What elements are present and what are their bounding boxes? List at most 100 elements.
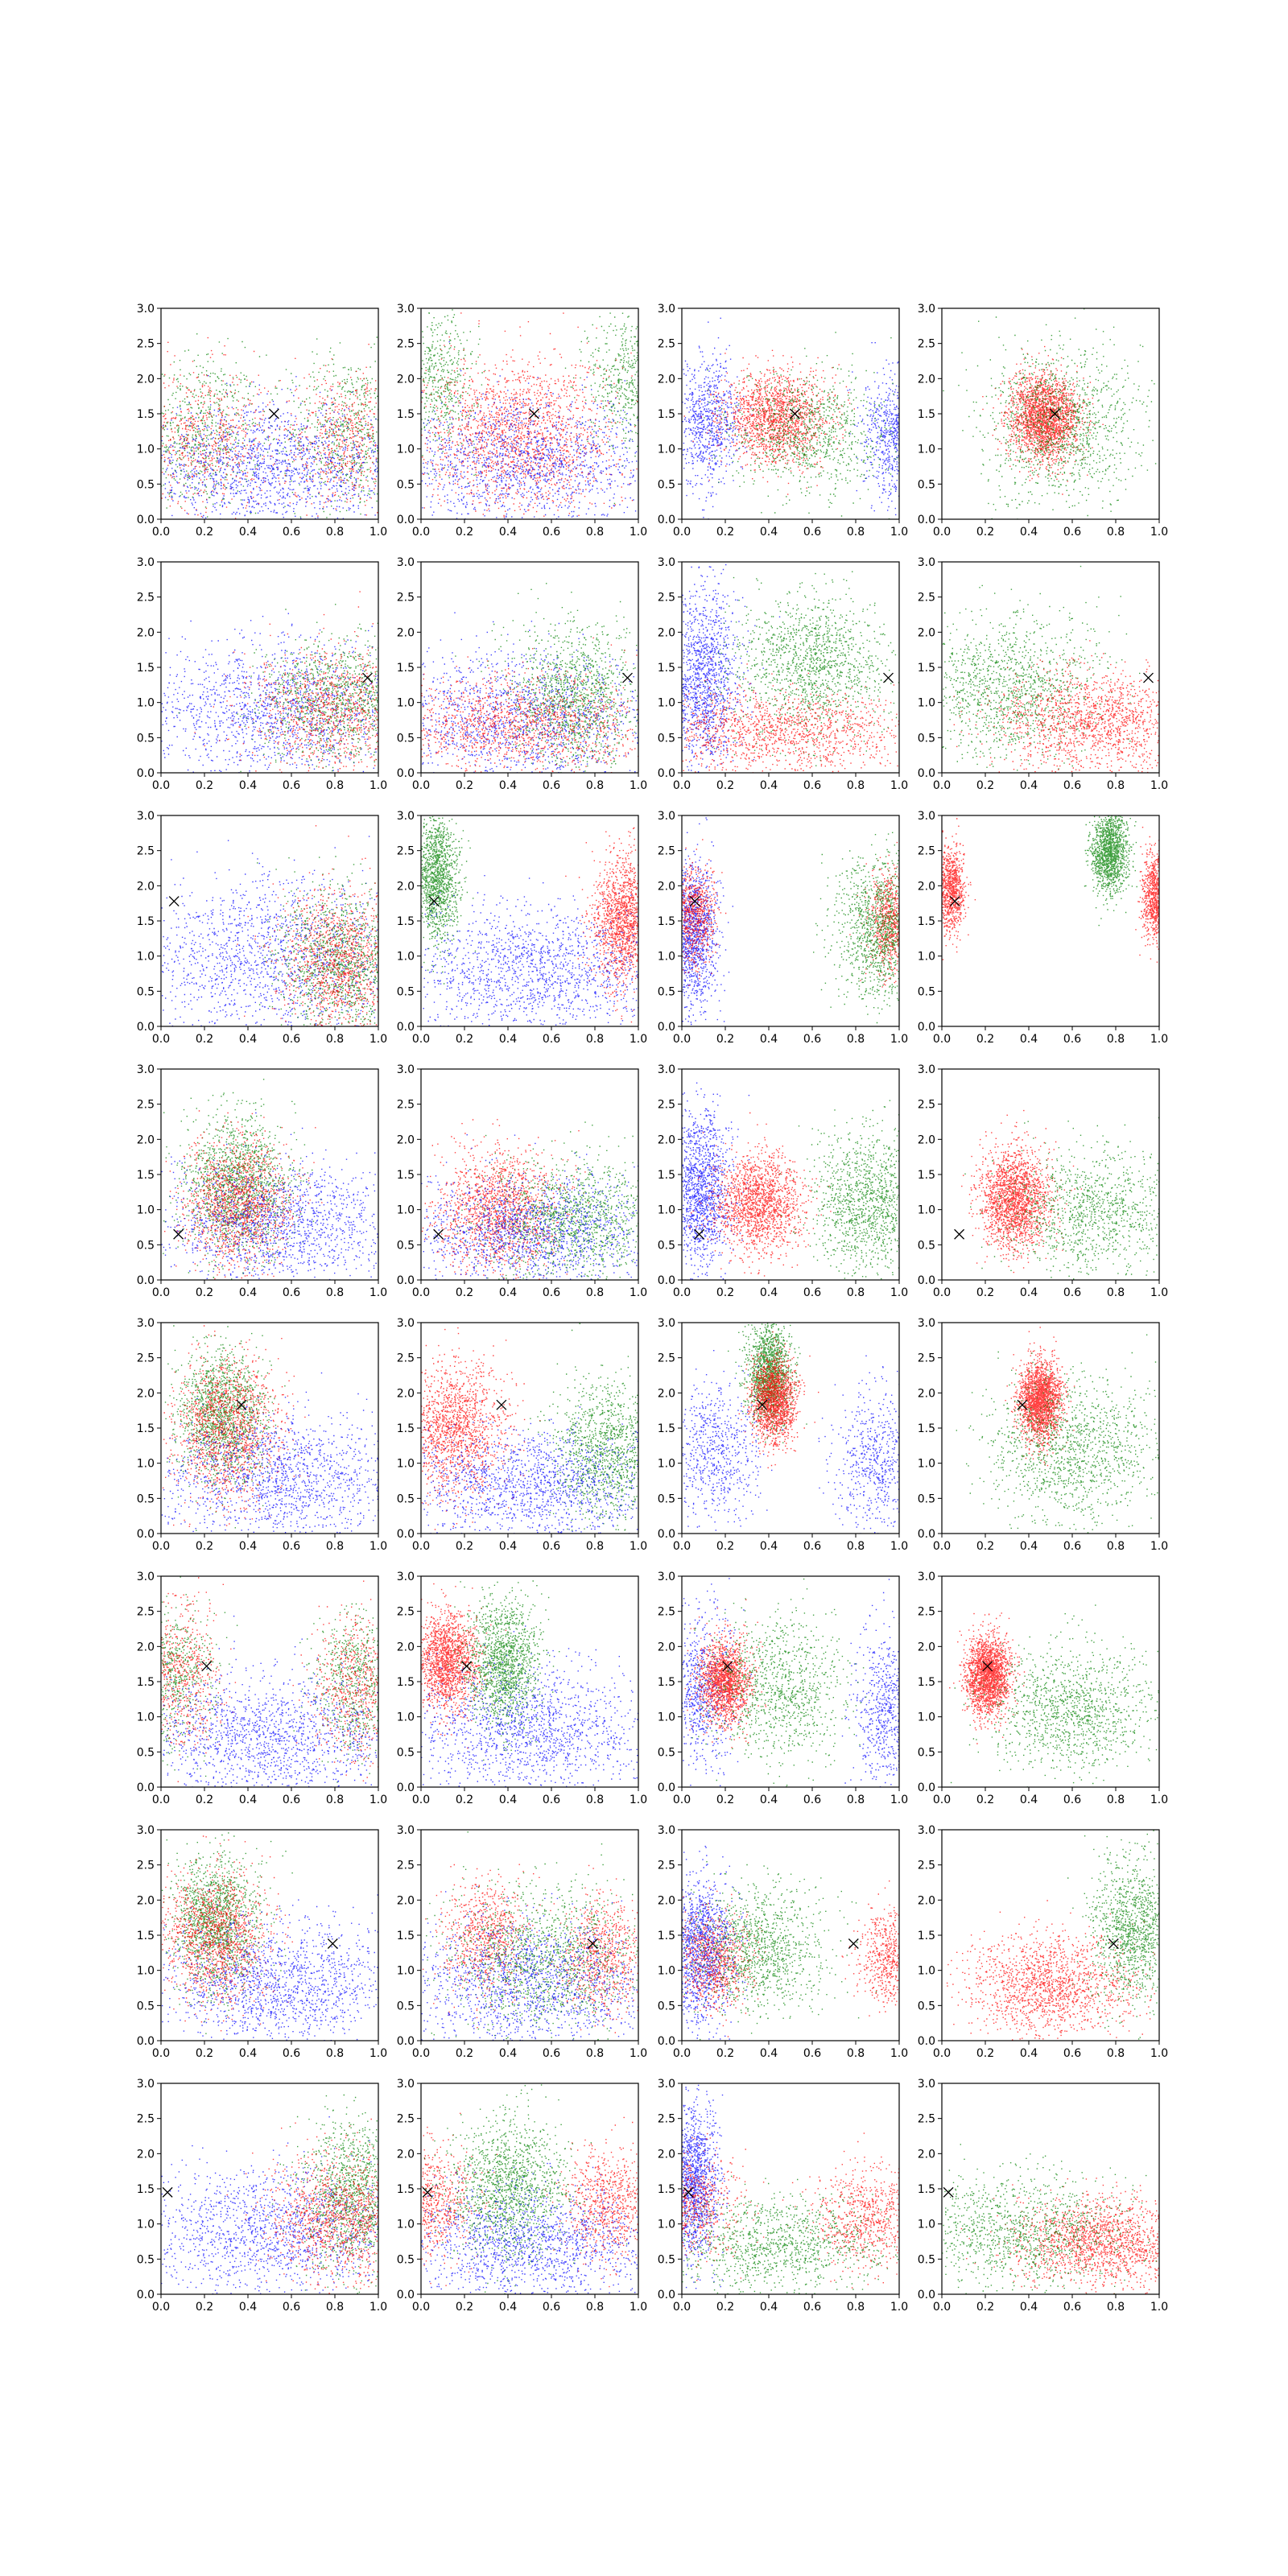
- scatter-points-green: [956, 1335, 1159, 1534]
- x-tick-label: 0.4: [499, 1794, 517, 1806]
- x-tick-label: 0.0: [152, 1540, 170, 1553]
- y-tick-label: 2.5: [137, 592, 155, 605]
- x-tick-label: 0.6: [543, 526, 560, 539]
- y-tick-label: 2.5: [658, 845, 675, 858]
- y-tick-label: 1.5: [658, 2183, 675, 2196]
- x-tick-label: 1.0: [369, 2047, 387, 2060]
- y-tick-label: 0.0: [918, 1274, 935, 1287]
- x-tick-label: 0.8: [326, 2047, 344, 2060]
- y-tick-label: 2.0: [137, 626, 155, 639]
- scatter-points-blue: [422, 875, 640, 1027]
- x-marker: [695, 1229, 704, 1239]
- x-tick-label: 0.8: [326, 779, 344, 792]
- x-tick-label: 0.8: [326, 2301, 344, 2314]
- x-tick-label: 0.2: [716, 1033, 734, 1046]
- scatter-points-green: [179, 604, 379, 772]
- y-tick-label: 3.0: [397, 1063, 415, 1076]
- x-tick-label: 0.6: [283, 526, 300, 539]
- scatter-points-green: [813, 832, 900, 1024]
- scatter-points-green: [704, 332, 898, 519]
- y-tick-label: 0.5: [918, 1746, 935, 1759]
- x-tick-label: 1.0: [369, 1540, 387, 1553]
- x-tick-label: 0.0: [673, 779, 691, 792]
- x-tick-label: 0.8: [586, 779, 604, 792]
- x-tick-label: 0.8: [326, 526, 344, 539]
- scatter-points-red: [421, 638, 639, 774]
- y-tick-label: 3.0: [918, 1571, 935, 1583]
- y-tick-label: 3.0: [397, 2078, 415, 2091]
- y-tick-label: 3.0: [918, 1824, 935, 1837]
- x-tick-label: 0.8: [1107, 2047, 1125, 2060]
- x-tick-label: 1.0: [1150, 526, 1168, 539]
- y-tick-label: 0.0: [397, 1781, 415, 1794]
- subplot-r3-c3: 0.0 0.2 0.4 0.6 0.8 1.00.00.51.01.52.02.53.0: [658, 810, 908, 1046]
- x-tick-label: 0.8: [847, 1794, 865, 1806]
- x-tick-label: 0.2: [976, 2301, 994, 2314]
- y-tick-label: 2.0: [397, 880, 415, 893]
- y-tick-label: 2.0: [397, 1894, 415, 1907]
- y-tick-label: 3.0: [918, 303, 935, 316]
- axes-frame: [682, 1830, 899, 2041]
- x-tick-label: 0.6: [543, 1286, 560, 1299]
- x-tick-label: 0.4: [760, 779, 778, 792]
- x-tick-label: 1.0: [890, 1286, 908, 1299]
- y-tick-label: 3.0: [918, 556, 935, 569]
- y-tick-label: 1.0: [397, 951, 415, 964]
- y-tick-label: 2.5: [137, 1352, 155, 1365]
- scatter-points-green: [779, 1100, 900, 1280]
- subplot-r8-c4: 0.0 0.2 0.4 0.6 0.8 1.00.00.51.01.52.02.53.0: [918, 2078, 1168, 2314]
- x-tick-label: 1.0: [1150, 1794, 1168, 1806]
- y-tick-label: 1.0: [137, 1458, 155, 1471]
- axes-frame: [682, 1323, 899, 1534]
- x-tick-label: 0.8: [1107, 1540, 1125, 1553]
- scatter-points-blue: [682, 564, 780, 773]
- axes-frame: [161, 1576, 378, 1787]
- x-tick-label: 1.0: [630, 1286, 647, 1299]
- x-tick-label: 1.0: [369, 526, 387, 539]
- scatter-points-green: [268, 2095, 380, 2295]
- y-tick-label: 1.5: [137, 662, 155, 675]
- y-tick-label: 3.0: [658, 303, 675, 316]
- y-tick-label: 1.5: [397, 2183, 415, 2196]
- x-tick-label: 0.4: [760, 1033, 778, 1046]
- y-tick-label: 1.0: [137, 951, 155, 964]
- x-marker: [623, 673, 633, 683]
- scatter-points-red: [682, 1880, 900, 2037]
- subplot-r3-c4: 0.0 0.2 0.4 0.6 0.8 1.00.00.51.01.52.02.53.0: [918, 810, 1168, 1046]
- x-tick-label: 0.2: [456, 526, 473, 539]
- y-tick-label: 2.5: [137, 845, 155, 858]
- x-tick-label: 0.0: [152, 526, 170, 539]
- y-tick-label: 2.0: [918, 1387, 935, 1400]
- scatter-points-red: [739, 1331, 819, 1468]
- y-tick-label: 2.0: [137, 373, 155, 386]
- y-tick-label: 1.5: [658, 915, 675, 928]
- x-tick-label: 0.0: [933, 1540, 951, 1553]
- scatter-points-blue: [162, 836, 379, 1027]
- x-tick-label: 0.8: [847, 779, 865, 792]
- y-tick-label: 1.0: [137, 1204, 155, 1217]
- y-tick-label: 2.5: [137, 1099, 155, 1112]
- scatter-points-red: [961, 1110, 1082, 1273]
- y-tick-label: 1.0: [658, 1458, 675, 1471]
- x-tick-label: 1.0: [890, 1540, 908, 1553]
- x-marker: [269, 409, 279, 419]
- y-tick-label: 1.0: [397, 1204, 415, 1217]
- subplot-r8-c2: 0.0 0.2 0.4 0.6 0.8 1.00.00.51.01.52.02.53.0: [397, 2078, 647, 2314]
- y-tick-label: 1.5: [137, 2183, 155, 2196]
- x-tick-label: 0.8: [326, 1286, 344, 1299]
- x-tick-label: 0.0: [412, 2301, 430, 2314]
- x-tick-label: 0.4: [239, 779, 257, 792]
- x-tick-label: 0.4: [239, 1033, 257, 1046]
- x-tick-label: 0.0: [933, 2047, 951, 2060]
- x-tick-label: 0.0: [412, 1540, 430, 1553]
- scatter-points-blue: [421, 1886, 639, 2042]
- x-tick-label: 1.0: [890, 2301, 908, 2314]
- y-tick-label: 0.0: [397, 1528, 415, 1541]
- x-tick-label: 0.8: [1107, 1286, 1125, 1299]
- y-tick-label: 0.5: [397, 478, 415, 491]
- y-tick-label: 1.5: [658, 1930, 675, 1942]
- y-tick-label: 2.5: [918, 1860, 935, 1872]
- y-tick-label: 2.0: [397, 1387, 415, 1400]
- y-tick-label: 0.5: [137, 1746, 155, 1759]
- x-tick-label: 0.0: [673, 1540, 691, 1553]
